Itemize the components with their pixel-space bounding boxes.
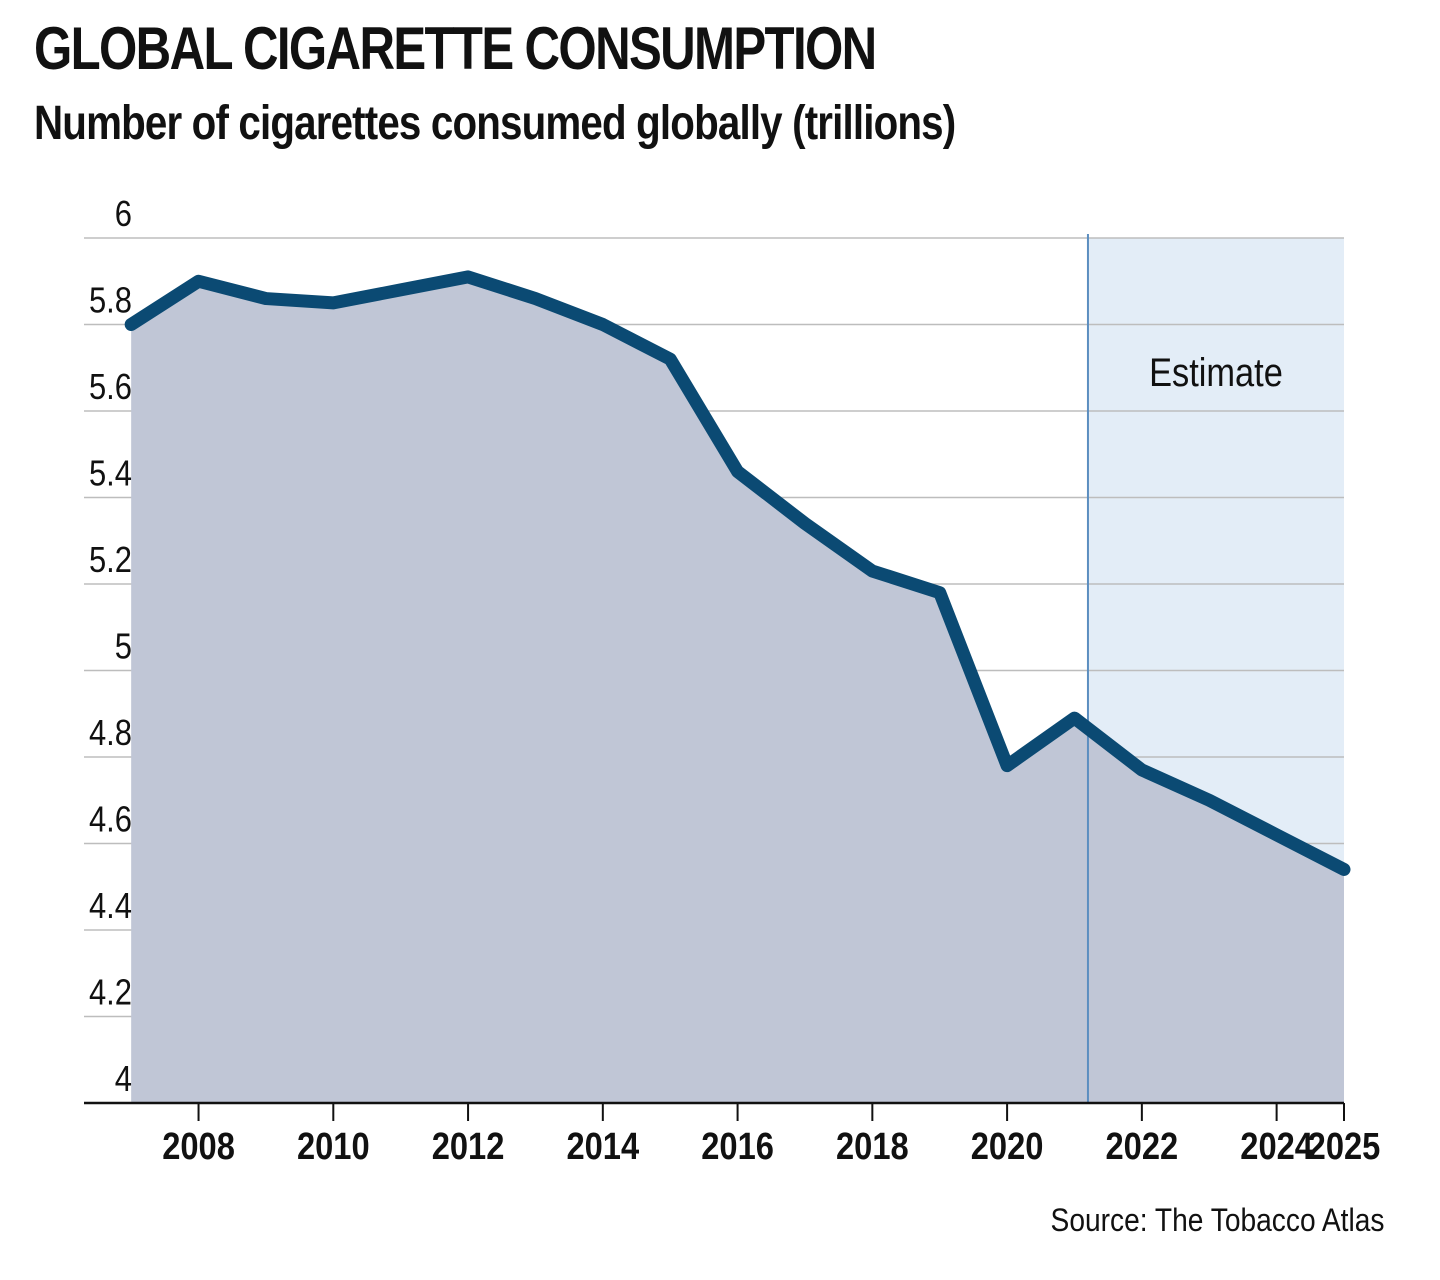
estimate-label: Estimate bbox=[1149, 350, 1283, 395]
x-tick-label-2012: 2012 bbox=[432, 1125, 505, 1168]
y-tick-label-4.4: 4.4 bbox=[89, 887, 132, 927]
annotations: Estimate bbox=[1149, 350, 1283, 395]
x-tick-label-2024: 2024 bbox=[1240, 1125, 1313, 1168]
chart-subtitle: Number of cigarettes consumed globally (… bbox=[34, 97, 956, 150]
area-fill bbox=[131, 276, 1344, 1103]
y-tick-label-4.6: 4.6 bbox=[89, 800, 132, 840]
y-tick-label-5: 5 bbox=[115, 627, 132, 667]
y-tick-label-5.2: 5.2 bbox=[89, 541, 132, 581]
x-tick-label-2025: 2025 bbox=[1308, 1125, 1381, 1168]
x-tick-label-2010: 2010 bbox=[297, 1125, 370, 1168]
series-line-group bbox=[124, 270, 1351, 876]
x-tick-label-2008: 2008 bbox=[162, 1125, 235, 1168]
chart-title: GLOBAL CIGARETTE CONSUMPTION bbox=[34, 15, 877, 82]
y-tick-label-4: 4 bbox=[115, 1060, 132, 1100]
axes bbox=[84, 1101, 1345, 1121]
source-note: Source: The Tobacco Atlas bbox=[1050, 1202, 1384, 1238]
y-tick-label-5.8: 5.8 bbox=[89, 281, 132, 321]
y-tick-label-5.6: 5.6 bbox=[89, 368, 132, 408]
x-tick-label-2014: 2014 bbox=[566, 1125, 639, 1168]
x-tick-label-2018: 2018 bbox=[836, 1125, 909, 1168]
x-tick-label-2016: 2016 bbox=[701, 1125, 774, 1168]
area-fill-group bbox=[131, 276, 1344, 1103]
y-tick-labels: 4 4.2 4.4 4.6 4.8 5 5.2 5.4 5.6 5.8 6 bbox=[89, 195, 132, 1100]
x-tick-label-2022: 2022 bbox=[1106, 1125, 1179, 1168]
x-tick-label-2020: 2020 bbox=[971, 1125, 1044, 1168]
y-tick-label-6: 6 bbox=[115, 195, 132, 235]
y-tick-label-4.2: 4.2 bbox=[89, 973, 132, 1013]
y-tick-label-5.4: 5.4 bbox=[89, 454, 132, 494]
y-tick-label-4.8: 4.8 bbox=[89, 714, 132, 754]
